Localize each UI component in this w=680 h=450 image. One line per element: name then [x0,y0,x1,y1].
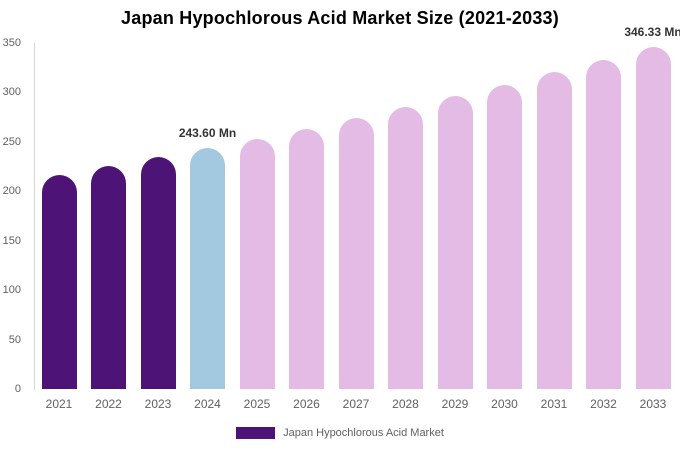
legend-swatch [236,427,276,439]
bar-2030 [487,84,522,389]
x-label-2027: 2027 [342,397,370,411]
x-label-2028: 2028 [392,397,419,411]
x-label-2033: 2033 [639,397,667,411]
bar-2031 [536,72,572,389]
bar-2029 [437,96,473,389]
bar-2023 [140,157,176,389]
x-label-2024: 2024 [194,397,221,411]
chart-title: Japan Hypochlorous Acid Market Size (202… [121,8,559,28]
bar-2033 [635,46,671,389]
bar-2026 [289,128,324,389]
x-label-2023: 2023 [144,397,172,411]
y-tick-label: 250 [2,135,21,148]
x-label-2030: 2030 [491,397,518,411]
legend: Japan Hypochlorous Acid Market [0,427,680,439]
x-label-2029: 2029 [441,397,469,411]
y-axis-line [34,43,35,390]
y-tick-label: 200 [2,185,21,198]
bar-2028 [388,107,423,389]
bar-2027 [338,118,374,389]
y-tick-label: 350 [2,37,21,49]
value-label-2024: 243.60 Mn [178,126,237,141]
y-tick-label: 50 [8,333,21,346]
bar-2022 [91,166,126,389]
legend-label: Japan Hypochlorous Acid Market [283,427,444,439]
x-label-2032: 2032 [590,397,617,411]
y-tick-label: 0 [14,383,21,395]
bar-2024 [190,148,225,389]
x-label-2021: 2021 [45,397,73,411]
x-label-2022: 2022 [95,397,122,411]
y-tick-label: 150 [2,234,21,247]
y-tick-label: 100 [2,284,21,297]
value-label-2033: 346.33 Mn [624,24,680,39]
x-label-2031: 2031 [540,397,568,411]
bar-2025 [239,138,275,389]
x-label-2025: 2025 [243,397,271,411]
x-label-2026: 2026 [293,397,320,411]
y-tick-label: 300 [2,86,21,99]
bar-2021 [41,174,77,389]
bar-2032 [586,59,621,389]
